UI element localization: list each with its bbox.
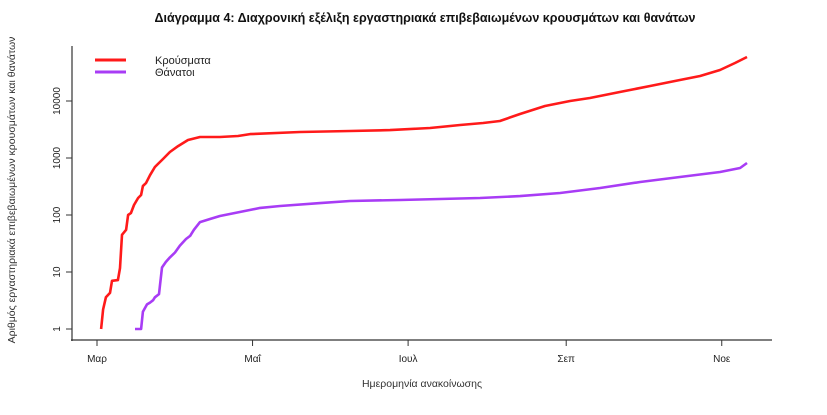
y-axis-label: Αριθμός εργαστηριακά επιβεβαιωμένων κρου…	[6, 37, 18, 344]
x-tick-label: Νοε	[713, 354, 731, 365]
series-line-deaths	[135, 161, 748, 331]
y-tick-label: 1	[52, 326, 63, 332]
chart-title: Διάγραμμα 4: Διαχρονική εξέλιξη εργαστηρ…	[154, 11, 695, 25]
legend-label-deaths: Θάνατοι	[155, 67, 195, 79]
x-tick-label: Μαρ	[87, 354, 107, 365]
y-tick-label: 10000	[52, 87, 63, 115]
x-tick-label: Μαΐ	[244, 353, 261, 365]
legend: Κρούσματα Θάνατοι	[95, 55, 211, 79]
x-tick-label: Σεπ	[557, 354, 575, 365]
y-tick-label: 100	[52, 206, 63, 223]
y-tick-label: 10	[52, 266, 63, 278]
y-tick-label: 1000	[52, 146, 63, 169]
legend-label-cases: Κρούσματα	[155, 55, 211, 67]
series-line-cases	[99, 55, 748, 330]
x-tick-label: Ιουλ	[399, 354, 418, 365]
x-axis-label: Ημερομηνία ανακοίνωσης	[362, 378, 482, 390]
